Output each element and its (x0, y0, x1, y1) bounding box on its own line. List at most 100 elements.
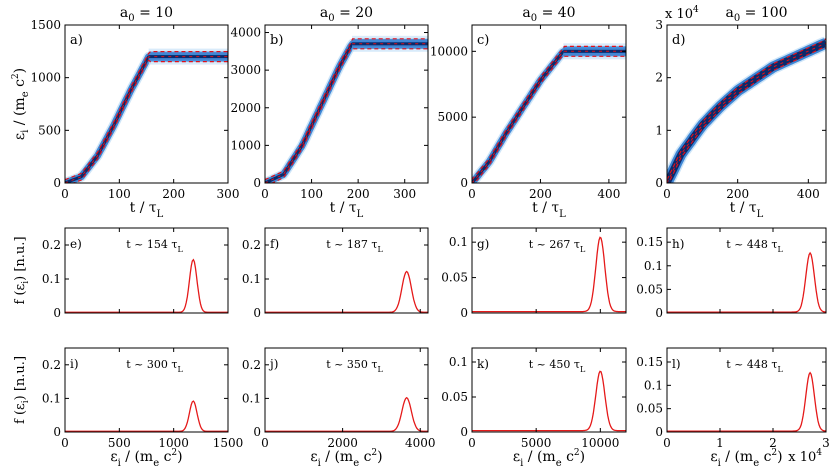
panel-plot-area (65, 48, 228, 183)
y-tick-label: 0 (253, 176, 261, 190)
x-tick-label: 100 (300, 187, 323, 201)
y-tick-label: 0.1 (644, 378, 663, 392)
x-tick-label: 10000 (581, 436, 619, 450)
x-tick-label: 0 (663, 187, 671, 201)
middle-panel-e: 0 0.1 0.2 e) t ~ 154 τL (42, 227, 229, 320)
y-tick-label: 0.05 (636, 402, 663, 416)
x-tick-label: 300 (217, 187, 240, 201)
panel-label: l) (672, 357, 681, 371)
middle-panel-f: 0 0.1 0.2 f) t ~ 187 τL (242, 227, 429, 320)
x-tick-label: 0 (61, 187, 69, 201)
energy-band (472, 49, 626, 183)
y-tick-label: 0.1 (449, 355, 468, 369)
panel-b: 0 1000 2000 3000 4000 0 100 200 300 b) a0 = 20 t / … (230, 5, 429, 220)
fit-envelope (472, 45, 626, 181)
y-tick-label: 0 (253, 306, 261, 320)
x-tick-label: 200 (529, 187, 552, 201)
x-tick-label: 300 (393, 187, 416, 201)
axes-frame (264, 347, 429, 433)
bottom-panel-l: 0 0.05 0.1 0.15 0 1 2 3 l) t ~ 448 τL εi / (me c2)… (636, 347, 830, 469)
dist-y-axis-label: f (εi) [n.u.] (13, 356, 31, 424)
x-tick-label: 1000 (158, 436, 189, 450)
bottom-panel-k: 0 0.05 0.1 0 5000 10000 k) t ~ 450 τL εi / (me c… (441, 347, 627, 469)
y-tick-label: 0.1 (42, 272, 61, 286)
y-tick-label: 3 (655, 18, 663, 32)
y-tick-label: 0.15 (636, 235, 663, 249)
x-tick-label: 4000 (405, 436, 436, 450)
fit-line (472, 50, 626, 183)
x-tick-label: 100 (108, 187, 131, 201)
y-tick-label: 2 (655, 71, 663, 85)
distribution-curve (667, 251, 827, 313)
energy-band (65, 55, 228, 183)
top-y-label-group: εi / (me c2) (11, 68, 31, 140)
bottom-panel-i: 0 0.1 0.2 0 500 1000 1500 i) t ~ 300 τL εi / (me … (42, 347, 244, 469)
y-tick-label: 0.2 (42, 358, 61, 372)
energy-band (667, 38, 826, 183)
panel-label: e) (70, 237, 82, 251)
time-label: t ~ 350 τL (326, 358, 383, 374)
middle-panel-g: 0 0.05 0.1 g) t ~ 267 τL (441, 227, 627, 320)
fit-envelope (71, 59, 228, 183)
x-tick-label: 1 (716, 436, 724, 450)
x-tick-label: 1500 (213, 436, 244, 450)
y-tick-label: 0.05 (441, 271, 468, 285)
x-tick-label: 400 (597, 187, 620, 201)
axes-frame (666, 347, 827, 433)
x-axis-label: t / τL (330, 200, 364, 220)
y-tick-label: 0.1 (242, 272, 261, 286)
y-tick-label: 0.1 (449, 235, 468, 249)
distribution-curve (265, 270, 428, 313)
x-axis-label: εi / (me c2) (110, 448, 182, 469)
x-axis-label: εi / (me c2) (710, 448, 782, 469)
y-tick-label: 0 (655, 425, 663, 439)
x-tick-label: 500 (108, 436, 131, 450)
x-tick-label: 2000 (327, 436, 358, 450)
fit-line (667, 42, 826, 183)
panel-label: g) (477, 237, 489, 251)
y-tick-label: 0 (460, 425, 468, 439)
y-tick-label: 4000 (230, 26, 261, 40)
panel-label: h) (672, 237, 684, 251)
x-tick-label: 5000 (521, 436, 552, 450)
y-tick-label: 5000 (437, 110, 468, 124)
panel-plot-area (667, 35, 826, 183)
x-tick-label: 400 (797, 187, 820, 201)
y-tick-label: 0 (53, 176, 61, 190)
fit-line (65, 56, 228, 183)
time-label: t ~ 154 τL (126, 238, 183, 254)
y-tick-label: 1000 (30, 71, 61, 85)
dist-y-axis-label: f (εi) [n.u.] (13, 236, 31, 304)
y-tick-label: 0 (655, 176, 663, 190)
y-tick-label: 3000 (230, 63, 261, 77)
axes-frame (666, 227, 827, 314)
time-label: t ~ 300 τL (126, 358, 183, 374)
x-axis-label: εi / (me c2) (310, 448, 382, 469)
fit-envelope (265, 38, 428, 181)
y-tick-label: 500 (38, 123, 61, 137)
fit-envelope (270, 48, 428, 183)
y-tick-label: 2000 (230, 101, 261, 115)
x-axis-label: t / τL (730, 200, 764, 220)
y-tick-label: 0 (655, 306, 663, 320)
axes-frame (471, 227, 627, 314)
x-axis-label: t / τL (532, 200, 566, 220)
y-tick-label: 0.1 (42, 391, 61, 405)
y-tick-label: 1000 (230, 138, 261, 152)
plateau-core (148, 55, 228, 59)
panel-label: b) (270, 33, 283, 48)
x-tick-label: 200 (726, 187, 749, 201)
y-tick-label: 0.1 (242, 391, 261, 405)
y-tick-label: 0.05 (441, 390, 468, 404)
distribution-curve (65, 258, 228, 313)
panel-plot-area (472, 43, 626, 183)
x-tick-label: 0 (61, 436, 69, 450)
distribution-curve (65, 400, 228, 432)
fit-envelope (473, 55, 626, 183)
fit-envelope (65, 51, 228, 181)
panel-label: i) (70, 357, 79, 371)
y-tick-label: 0 (253, 425, 261, 439)
fit-line (265, 43, 428, 183)
column-title: a0 = 40 (522, 5, 575, 24)
